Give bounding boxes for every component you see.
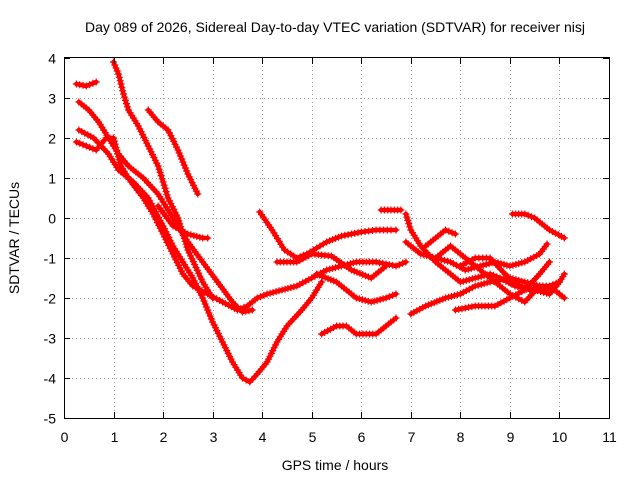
series-arc-19: [456, 254, 563, 298]
series-markers: [75, 126, 326, 386]
x-tick-label: 2: [160, 429, 168, 445]
x-tick-label: 4: [259, 429, 267, 445]
series-arc-11: [318, 314, 400, 338]
series-markers: [422, 226, 459, 250]
series-arc-8: [256, 208, 400, 262]
y-tick-label: -5: [44, 411, 57, 427]
series-arc-12: [377, 206, 405, 214]
x-tick-label: 3: [210, 429, 218, 445]
series-arc-1: [72, 78, 100, 90]
y-axis-ticks: -5 -4 -3 -2 -1 0 1 2 3 4: [44, 51, 609, 427]
y-axis-label: SDTVAR / TECUs: [6, 182, 22, 294]
series-markers: [377, 206, 405, 214]
plot-frame: [64, 57, 610, 419]
y-tick-label: -4: [44, 371, 57, 387]
y-tick-label: -2: [44, 291, 57, 307]
series-markers: [110, 58, 217, 302]
y-tick-label: -1: [44, 251, 57, 267]
series-markers: [154, 202, 212, 242]
series-arc-20: [508, 210, 568, 242]
series-markers: [72, 78, 100, 90]
x-axis-label: GPS time / hours: [282, 457, 389, 473]
series-arc-16: [422, 226, 459, 250]
chart-title: Day 089 of 2026, Sidereal Day-to-day VTE…: [85, 19, 585, 35]
x-tick-label: 11: [602, 429, 617, 445]
series-markers: [144, 106, 202, 198]
series-arc-6: [144, 106, 202, 198]
series-arc-5: [75, 126, 326, 386]
series-arc-10: [313, 270, 400, 306]
y-tick-label: 1: [48, 171, 56, 187]
y-tick-label: 2: [48, 131, 56, 147]
y-tick-label: 4: [48, 51, 56, 67]
series-markers: [508, 210, 568, 242]
y-tick-label: -3: [44, 331, 57, 347]
x-tick-label: 9: [507, 429, 515, 445]
series-markers: [256, 208, 400, 262]
x-tick-label: 10: [552, 429, 568, 445]
series-arc-9: [273, 250, 390, 282]
series-arc-7: [154, 202, 212, 242]
y-tick-label: 0: [48, 211, 56, 227]
x-axis-ticks: 0 1 2 3 4 5 6 7 8 9 10 11: [61, 58, 617, 445]
x-tick-label: 5: [309, 429, 317, 445]
x-tick-label: 6: [358, 429, 366, 445]
series-arc-4: [110, 58, 217, 302]
series-markers: [313, 270, 400, 306]
series-markers: [273, 250, 390, 282]
x-tick-label: 1: [111, 429, 119, 445]
y-tick-label: 3: [48, 91, 56, 107]
x-tick-label: 0: [61, 429, 69, 445]
x-tick-label: 7: [408, 429, 416, 445]
series-markers: [318, 314, 400, 338]
data-series: [72, 58, 568, 386]
x-tick-label: 8: [457, 429, 465, 445]
series-markers: [456, 254, 563, 298]
